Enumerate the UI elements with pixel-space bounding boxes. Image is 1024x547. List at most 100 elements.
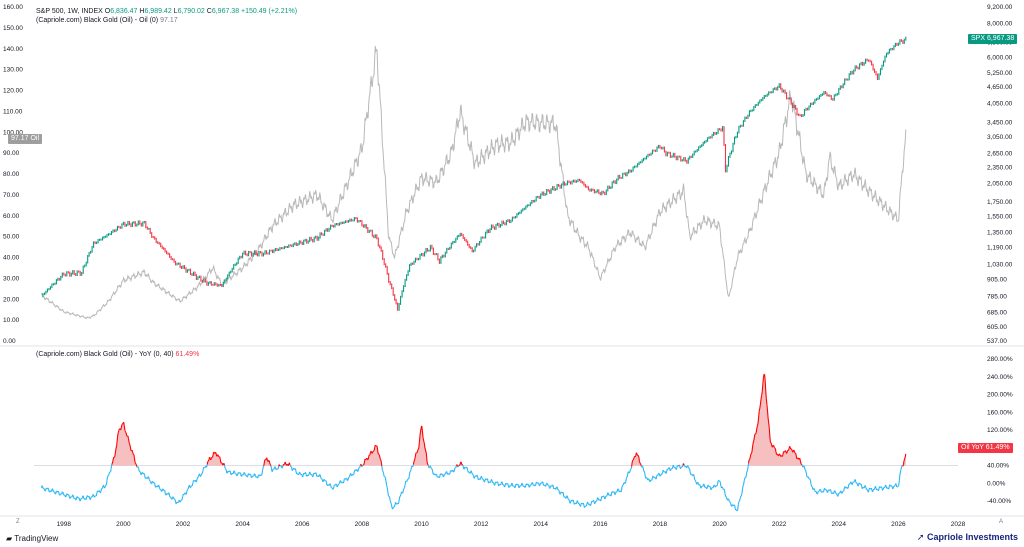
yoy-line-segment xyxy=(826,489,828,493)
yoy-line-segment xyxy=(561,492,563,494)
yoy-line-segment xyxy=(677,465,679,467)
yoy-line-segment xyxy=(682,463,685,466)
spx-symbol: S&P 500, 1W, INDEX xyxy=(36,8,103,15)
yoy-line-segment xyxy=(584,505,587,507)
yoy-line-segment xyxy=(709,485,711,488)
yoy-line-segment xyxy=(49,490,52,492)
yoy-line-segment xyxy=(365,458,367,461)
yoy-line-segment xyxy=(409,469,412,472)
yoy-line-segment xyxy=(902,460,905,465)
yoy-line-segment xyxy=(129,443,131,447)
yoy-line-segment xyxy=(170,497,172,499)
yoy-line-segment xyxy=(629,469,631,473)
yoy-line-segment xyxy=(376,446,379,451)
yoy-line-segment xyxy=(294,468,297,472)
yoy-line-segment xyxy=(737,504,739,510)
scroll-left-mark[interactable]: Z xyxy=(16,519,20,525)
yoy-line-segment xyxy=(261,469,264,475)
yoy-line-segment xyxy=(558,490,561,494)
yoy-line-segment xyxy=(67,494,69,496)
yoy-line-segment xyxy=(106,476,109,481)
yoy-line-segment xyxy=(266,457,268,461)
oil-axis-tick-11: 110.00 xyxy=(3,108,23,115)
yoy-line-segment xyxy=(738,500,740,503)
yoy-line-segment xyxy=(571,500,573,502)
yoy-line-segment xyxy=(115,445,118,449)
yoy-line-segment xyxy=(694,480,697,483)
yoy-line-segment xyxy=(367,456,370,460)
yoy-line-segment xyxy=(897,485,900,487)
yoy-line-segment xyxy=(337,484,339,487)
yoy-line-segment xyxy=(630,466,633,470)
yoy-line-segment xyxy=(728,499,730,502)
yoy-line-segment xyxy=(626,472,629,476)
yoy-line-segment xyxy=(895,483,897,485)
yoy-line-segment xyxy=(771,445,774,448)
yoy-line-segment xyxy=(210,458,212,461)
yoy-line-segment xyxy=(507,483,509,486)
yoy-line-segment xyxy=(41,485,44,487)
yoy-line-segment xyxy=(398,496,401,501)
yoy-line-segment xyxy=(216,455,218,457)
yoy-line-segment xyxy=(117,432,119,435)
oil-badge-label: Oil xyxy=(30,135,40,142)
yoy-line-segment xyxy=(189,485,192,488)
yoy-line-segment xyxy=(129,446,132,451)
yoy-line-segment xyxy=(780,455,782,457)
yoy-line-segment xyxy=(807,476,810,479)
yoy-line-segment xyxy=(767,417,770,423)
yoy-line-segment xyxy=(374,444,377,447)
yoy-line-segment xyxy=(82,495,85,499)
yoy-line-segment xyxy=(269,464,272,467)
yoy-line-segment xyxy=(418,435,421,443)
yoy-line-segment xyxy=(573,503,576,505)
yoy-line-segment xyxy=(246,476,249,478)
yoy-line-segment xyxy=(549,486,552,489)
yoy-line-segment xyxy=(263,461,265,466)
yoy-line-segment xyxy=(870,487,873,491)
yoy-line-segment xyxy=(78,497,81,501)
yoy-line-segment xyxy=(412,461,415,465)
yoy-line-segment xyxy=(655,476,658,480)
yoy-line-segment xyxy=(642,466,645,471)
tradingview-logo[interactable]: ▰ TradingView xyxy=(6,534,58,543)
yoy-line-segment xyxy=(472,474,475,477)
yoy-line-segment xyxy=(133,454,135,458)
yoy-line-segment xyxy=(330,484,332,488)
yoy-line-segment xyxy=(429,465,432,468)
yoy-line-segment xyxy=(621,484,624,487)
yoy-line-segment xyxy=(903,458,906,461)
yoy-line-segment xyxy=(689,471,692,475)
yoy-line-segment xyxy=(724,490,726,495)
yoy-line-segment xyxy=(643,471,646,474)
yoy-line-segment xyxy=(489,480,492,483)
auto-scale-mark[interactable]: A xyxy=(999,519,1004,525)
yoy-line-segment xyxy=(393,504,396,508)
yoy-line-segment xyxy=(215,452,217,454)
yoy-line-segment xyxy=(765,390,767,399)
yoy-line-segment xyxy=(382,471,385,474)
yoy-line-segment xyxy=(52,489,54,492)
yoy-line-segment xyxy=(406,479,409,482)
oil-axis-tick-5: 50.00 xyxy=(3,234,20,241)
yoy-line-segment xyxy=(183,493,185,495)
yoy-line-segment xyxy=(307,473,310,476)
yoy-line-segment xyxy=(392,507,394,510)
yoy-legend: (Capriole.com) Black Gold (Oil) - YoY (0… xyxy=(36,350,199,360)
capriole-label: Capriole Investments xyxy=(926,532,1018,542)
yoy-line-segment xyxy=(99,490,102,494)
spx-axis-tick-3: 785.00 xyxy=(987,293,1007,300)
yoy-line-segment xyxy=(423,440,425,443)
spx-axis-tick-10: 2,050.00 xyxy=(987,181,1013,188)
oil-axis-tick-9: 90.00 xyxy=(3,150,20,157)
yoy-line-segment xyxy=(280,465,283,468)
yoy-line-segment xyxy=(555,487,558,490)
yoy-line-segment xyxy=(885,484,887,487)
yoy-line-segment xyxy=(614,493,616,496)
yoy-line-segment xyxy=(766,404,769,411)
yoy-line-segment xyxy=(477,478,480,481)
yoy-line-segment xyxy=(789,447,792,450)
yoy-line-segment xyxy=(158,485,161,489)
yoy-line-segment xyxy=(565,496,568,499)
